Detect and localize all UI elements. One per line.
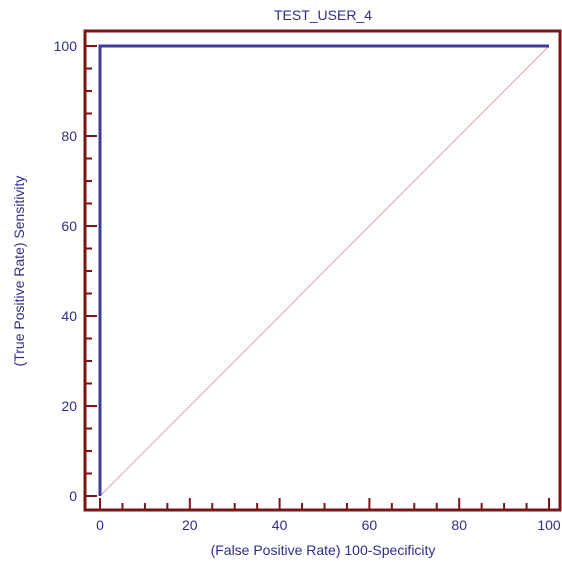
- x-axis-tick-labels: 0 20 40 60 80 100: [96, 517, 561, 533]
- x-tick-label: 20: [182, 517, 198, 533]
- y-axis-major-ticks: [85, 45, 97, 497]
- y-axis-title: (True Positive Rate) Sensitivity: [11, 176, 27, 367]
- y-axis-tick-labels: 0 20 40 60 80 100: [54, 38, 78, 504]
- chart-title: TEST_USER_4: [274, 7, 372, 23]
- x-axis-title: (False Positive Rate) 100-Specificity: [211, 542, 436, 558]
- roc-curve-line: [98, 44, 549, 496]
- x-tick-label: 0: [96, 517, 104, 533]
- x-tick-label: 40: [272, 517, 288, 533]
- y-tick-label: 20: [61, 398, 77, 414]
- x-axis-major-ticks: [99, 498, 550, 510]
- y-axis-minor-ticks: [85, 67, 92, 475]
- x-tick-label: 80: [451, 517, 467, 533]
- y-tick-label: 40: [61, 308, 77, 324]
- x-axis-minor-ticks: [121, 503, 528, 510]
- x-tick-label: 60: [362, 517, 378, 533]
- y-tick-label: 60: [61, 218, 77, 234]
- reference-diagonal-line: [99, 45, 550, 497]
- plot-frame: [83, 29, 562, 512]
- y-tick-label: 0: [69, 488, 77, 504]
- y-tick-label: 100: [54, 38, 78, 54]
- y-tick-label: 80: [61, 128, 77, 144]
- x-tick-label: 100: [537, 517, 561, 533]
